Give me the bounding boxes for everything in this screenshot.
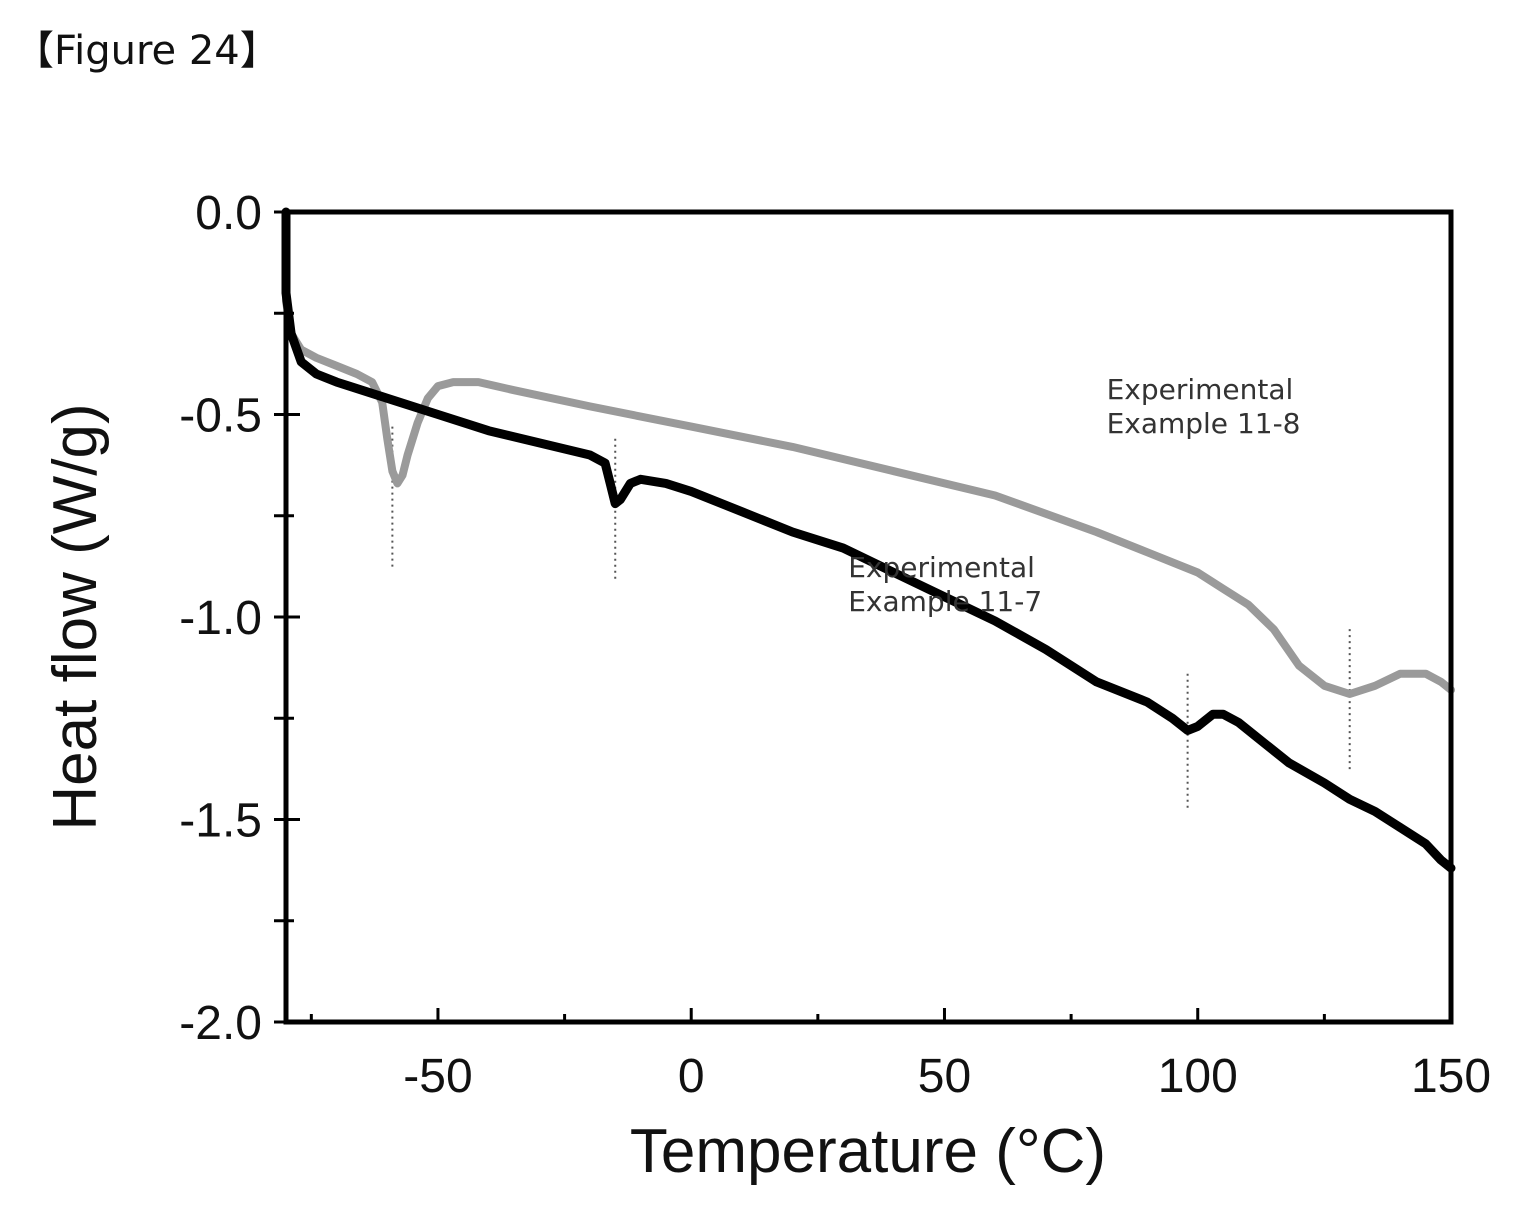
y-tick-label: 0.0 <box>195 187 262 240</box>
annotation-line: Experimental <box>1107 373 1294 406</box>
x-tick-label: 150 <box>1411 1050 1491 1103</box>
x-tick-label: -50 <box>403 1050 472 1103</box>
annotation-line: Example 11-7 <box>848 585 1042 618</box>
x-axis-title: Temperature (°C) <box>630 1117 1106 1186</box>
series-line-example-11-7 <box>281 207 1456 873</box>
y-tick-label: -2.0 <box>179 997 262 1050</box>
y-axis-title: Heat flow (W/g) <box>41 403 110 830</box>
annotation-line: Experimental <box>848 551 1035 584</box>
series-annotation-1: Experimental Example 11-7 <box>848 551 1042 618</box>
figure-caption: 【Figure 24】 <box>14 28 280 74</box>
tick-marks <box>274 210 1453 1024</box>
series-annotation-0: Experimental Example 11-8 <box>1107 373 1301 440</box>
annotation-line: Example 11-8 <box>1107 407 1301 440</box>
x-tick-label: 100 <box>1158 1050 1238 1103</box>
x-tick-label: 50 <box>918 1050 971 1103</box>
y-tick-label: -0.5 <box>179 390 262 443</box>
y-tick-label: -1.0 <box>179 592 262 645</box>
series-line-example-11-8 <box>282 208 1455 698</box>
y-tick-label: -1.5 <box>179 795 262 848</box>
tick-labels: -50 0 50 100 150 0.0 -0.5 -1.0 -1.5 -2.0 <box>179 187 1491 1103</box>
reference-lines <box>391 426 1351 812</box>
series-group <box>281 207 1456 873</box>
x-tick-label: 0 <box>678 1050 705 1103</box>
